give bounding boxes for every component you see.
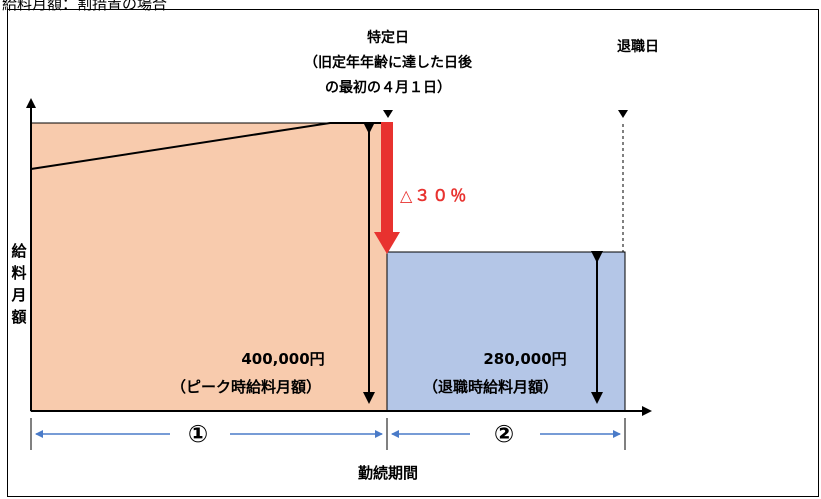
- reduction-arrow-shaft: [381, 122, 393, 234]
- peak-salary-desc: （ピーク時給料月額）: [170, 378, 321, 396]
- retire-period-area: [386, 251, 626, 412]
- specific-day-title: 特定日: [367, 30, 409, 46]
- retirement-day-marker: [618, 110, 628, 118]
- retire-salary-amount: 280,000円: [483, 350, 567, 368]
- diagram-frame: [7, 9, 819, 497]
- period-2-label: ②: [493, 420, 515, 448]
- reduction-arrow-head: [374, 232, 400, 254]
- peak-salary-amount: 400,000円: [241, 350, 325, 368]
- x-axis-label: 勤続期間: [357, 464, 418, 482]
- period-1-label: ①: [187, 420, 209, 448]
- specific-day-line2: （旧定年年齢に達した日後: [304, 55, 472, 71]
- specific-day-line3: の最初の４月１日）: [325, 80, 451, 96]
- retirement-day-label: 退職日: [617, 39, 659, 55]
- reduction-label: △３０％: [400, 186, 469, 205]
- specific-day-marker: [383, 110, 393, 118]
- retire-salary-desc: （退職時給料月額）: [422, 378, 558, 396]
- y-axis-label: 給 料 月 額: [11, 242, 27, 326]
